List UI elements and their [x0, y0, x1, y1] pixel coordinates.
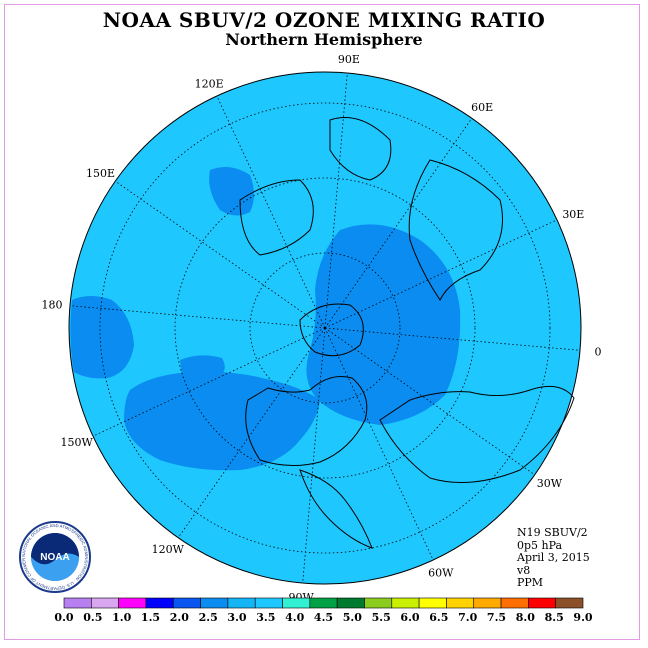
meridian-lon-90e — [324, 72, 348, 329]
longitude-label-lon-90e: 90E — [338, 53, 360, 66]
meridian-lon-180 — [69, 305, 326, 329]
ozone-region-1 — [306, 224, 461, 425]
meridian-lon-30e — [324, 219, 558, 329]
meridian-lon-150e — [115, 180, 326, 329]
longitude-label-lon-0: 0 — [594, 346, 601, 359]
info-level: 0p5 hPa — [517, 538, 563, 552]
longitude-label-lon-150w: 150W — [61, 436, 94, 449]
meridian-lon-120e — [216, 95, 326, 329]
meridian-lon-60e — [324, 118, 473, 329]
latitude-circle-3 — [99, 102, 551, 554]
latitude-circle-2 — [174, 177, 476, 479]
info-date: April 3, 2015 — [517, 551, 590, 564]
coastline-6 — [329, 117, 392, 181]
coastline-1 — [245, 376, 368, 466]
longitude-label-lon-30e: 30E — [562, 208, 584, 221]
info-instrument: N19 SBUV/2 — [517, 526, 588, 539]
coastline-5 — [239, 179, 314, 256]
longitude-label-lon-30w: 30W — [537, 477, 563, 490]
meridian-lon-90w — [302, 327, 326, 584]
info-units: PPM — [517, 576, 544, 589]
figure-frame — [4, 4, 640, 640]
logo-text: NOAA — [40, 552, 69, 563]
map-title: NOAA SBUV/2 OZONE MIXING RATIO — [102, 8, 546, 32]
longitude-label-lon-180: 180 — [42, 298, 63, 311]
info-version: v8 — [517, 563, 531, 577]
coastline-4 — [408, 159, 503, 301]
ozone-region-2 — [124, 371, 320, 471]
info-panel: N19 SBUV/2 0p5 hPa April 3, 2015 v8 PPM — [517, 526, 590, 590]
meridian-lon-120w — [177, 327, 326, 538]
longitude-label-lon-90w: 90W — [288, 591, 314, 604]
meridian-lon-150w — [92, 327, 326, 437]
longitude-label-lon-60w: 60W — [428, 567, 454, 580]
coastline-2 — [299, 469, 373, 549]
coastline-7 — [299, 303, 364, 357]
coastline-3 — [379, 385, 575, 483]
meridian-lon-30w — [324, 327, 535, 476]
noaa-logo: NOAA NATIONAL OCEANIC AND ATMOSPHERIC AD… — [18, 520, 91, 593]
meridian-lon-60w — [324, 327, 434, 561]
meridian-lon-0 — [324, 327, 581, 351]
longitude-label-lon-60e: 60E — [471, 101, 493, 114]
longitude-label-lon-120e: 120E — [195, 77, 224, 90]
ozone-region-5 — [209, 166, 254, 216]
latitude-circle-1 — [249, 252, 401, 404]
ozone-region-4 — [70, 296, 134, 379]
longitude-label-lon-150e: 150E — [86, 167, 115, 180]
map-subtitle: Northern Hemisphere — [225, 30, 423, 49]
ozone-region-3 — [180, 355, 225, 382]
longitude-label-lon-120w: 120W — [152, 543, 185, 556]
